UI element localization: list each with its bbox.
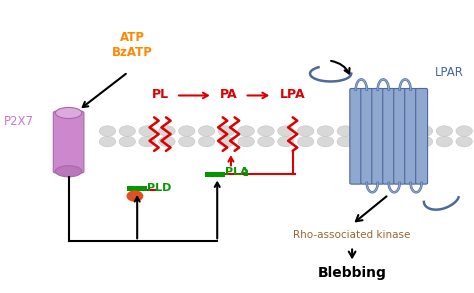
- Circle shape: [317, 126, 334, 136]
- Circle shape: [258, 126, 274, 136]
- Circle shape: [139, 136, 155, 147]
- Circle shape: [456, 136, 473, 147]
- Circle shape: [297, 136, 314, 147]
- FancyArrowPatch shape: [331, 61, 349, 74]
- FancyArrowPatch shape: [83, 74, 126, 107]
- FancyArrowPatch shape: [247, 93, 267, 98]
- Circle shape: [127, 191, 143, 201]
- Circle shape: [317, 136, 334, 147]
- Circle shape: [179, 136, 195, 147]
- Circle shape: [258, 136, 274, 147]
- FancyArrowPatch shape: [349, 249, 356, 257]
- Circle shape: [159, 136, 175, 147]
- Circle shape: [99, 136, 116, 147]
- Text: PL: PL: [152, 88, 169, 101]
- FancyBboxPatch shape: [405, 88, 417, 184]
- Text: ATP
BzATP: ATP BzATP: [112, 31, 153, 59]
- Text: PLA: PLA: [225, 168, 249, 178]
- Text: LPAR: LPAR: [435, 66, 464, 79]
- Circle shape: [198, 126, 215, 136]
- Circle shape: [416, 136, 433, 147]
- Circle shape: [278, 136, 294, 147]
- Text: LPA: LPA: [280, 88, 305, 101]
- Circle shape: [179, 126, 195, 136]
- Bar: [205, 172, 225, 177]
- Circle shape: [99, 126, 116, 136]
- FancyArrowPatch shape: [228, 157, 233, 166]
- FancyBboxPatch shape: [383, 88, 395, 184]
- Circle shape: [297, 126, 314, 136]
- FancyArrowPatch shape: [356, 196, 387, 221]
- Circle shape: [337, 136, 354, 147]
- Circle shape: [416, 126, 433, 136]
- FancyArrowPatch shape: [215, 183, 220, 239]
- Circle shape: [238, 126, 255, 136]
- Circle shape: [139, 126, 155, 136]
- Text: Rho-associated kinase: Rho-associated kinase: [293, 230, 411, 241]
- FancyBboxPatch shape: [361, 88, 373, 184]
- FancyArrowPatch shape: [135, 197, 140, 239]
- Circle shape: [396, 126, 413, 136]
- Text: P2X7: P2X7: [4, 115, 34, 128]
- Circle shape: [357, 126, 374, 136]
- FancyBboxPatch shape: [394, 88, 406, 184]
- Circle shape: [377, 136, 393, 147]
- Circle shape: [357, 136, 374, 147]
- Text: PA: PA: [220, 88, 237, 101]
- Circle shape: [337, 126, 354, 136]
- Circle shape: [119, 126, 136, 136]
- Circle shape: [377, 126, 393, 136]
- FancyArrowPatch shape: [179, 93, 208, 98]
- Circle shape: [436, 136, 453, 147]
- Circle shape: [159, 126, 175, 136]
- Circle shape: [436, 126, 453, 136]
- Circle shape: [218, 136, 235, 147]
- FancyBboxPatch shape: [350, 88, 362, 184]
- Text: 2: 2: [242, 169, 248, 178]
- Circle shape: [119, 136, 136, 147]
- Ellipse shape: [55, 166, 82, 177]
- Text: Blebbing: Blebbing: [318, 266, 387, 280]
- FancyBboxPatch shape: [53, 111, 84, 173]
- Bar: [127, 186, 147, 191]
- Text: PLD: PLD: [147, 183, 172, 193]
- FancyBboxPatch shape: [416, 88, 428, 184]
- Circle shape: [456, 126, 473, 136]
- Circle shape: [238, 136, 255, 147]
- Circle shape: [218, 126, 235, 136]
- Circle shape: [278, 126, 294, 136]
- FancyBboxPatch shape: [372, 88, 383, 184]
- Ellipse shape: [55, 108, 82, 118]
- Circle shape: [198, 136, 215, 147]
- Circle shape: [396, 136, 413, 147]
